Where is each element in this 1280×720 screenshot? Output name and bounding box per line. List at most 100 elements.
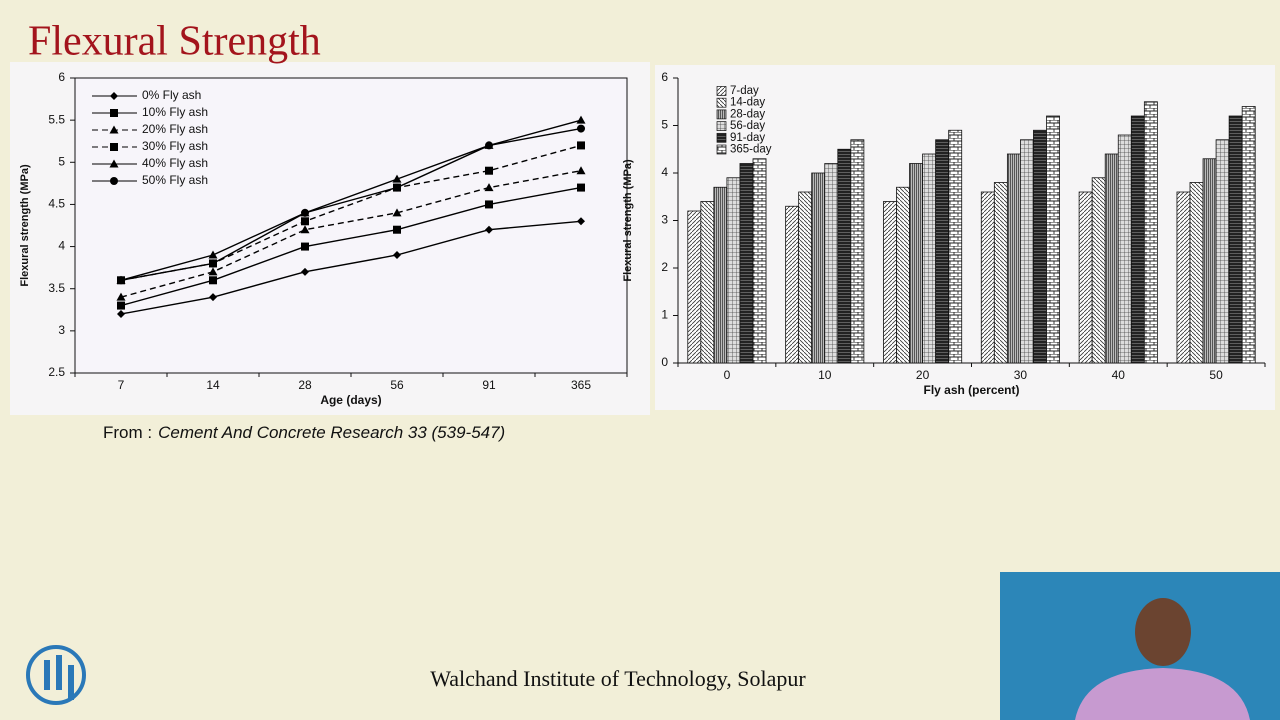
marker [392,208,402,217]
x-tick-label: 14 [206,378,220,392]
bar [850,139,865,364]
marker [393,225,401,234]
legend-label: 28-day [730,108,765,120]
series-line [120,127,582,281]
bar [1078,191,1093,364]
marker [301,267,309,276]
x-tick-label: 30 [1014,368,1028,382]
y-tick-label: 2 [661,260,668,274]
marker [577,124,585,133]
y-tick-label: 4.5 [48,197,65,211]
bar [980,191,995,364]
y-axis-title: Flexural strength (MPa) [19,164,31,287]
legend-label: 0% Fly ash [142,88,201,102]
legend-label: 20% Fly ash [142,122,208,136]
marker [110,177,118,185]
bar [713,186,728,364]
marker [576,115,586,124]
legend-label: 365-day [730,144,772,156]
marker [485,200,493,209]
bar [1104,153,1119,364]
x-tick-label: 40 [1112,368,1126,382]
marker [209,259,217,268]
marker [393,183,401,192]
legend-swatch [716,86,727,96]
bar [1091,177,1106,364]
marker [577,141,585,150]
marker [110,109,118,117]
bar [896,186,910,364]
legend-label: 91-day [730,132,765,144]
x-tick-label: 56 [390,378,404,392]
x-tick-label: 50 [1209,368,1223,382]
marker [485,166,493,175]
bar [798,191,813,364]
marker [109,125,119,134]
x-tick-label: 20 [916,368,930,382]
marker [301,217,309,226]
slide-title: Flexural Strength [28,19,321,65]
bar [1202,158,1217,364]
marker [485,225,493,234]
bar [700,201,715,364]
series-line [120,144,582,281]
x-tick-label: 365 [571,378,591,392]
bar [1228,115,1243,364]
y-tick-label: 0 [661,355,668,369]
bar [1006,153,1021,364]
y-tick-label: 3 [661,213,668,227]
marker [208,250,218,259]
marker [116,292,126,301]
marker [301,242,309,251]
bar [837,148,852,364]
source-citation: Cement And Concrete Research 33 (539-547… [158,423,505,442]
legend-swatch [716,109,727,120]
marker [485,141,493,150]
x-axis-title: Fly ash (percent) [923,383,1019,397]
x-tick-label: 0 [724,368,731,382]
legend-label: 40% Fly ash [142,156,208,170]
marker [109,159,119,168]
legend-label: 14-day [730,97,765,109]
marker [208,267,218,276]
marker [110,143,118,151]
y-tick-label: 3.5 [48,281,65,295]
bar [948,129,963,364]
marker [117,276,125,285]
series-line [120,119,582,281]
marker [301,208,309,217]
bar [1241,106,1256,364]
bar [752,158,767,364]
marker [209,293,217,302]
bar [1189,182,1204,364]
y-tick-label: 2.5 [48,365,65,379]
bar [1130,115,1145,364]
x-tick-label: 10 [818,368,832,382]
bar [993,182,1008,364]
x-tick-label: 7 [118,378,125,392]
legend-label: 7-day [730,85,759,97]
bar [1046,115,1060,364]
bar [935,139,950,364]
bar [739,163,754,364]
bar [811,172,826,364]
marker [392,174,402,183]
x-axis-title: Age (days) [320,393,381,407]
marker [577,183,585,192]
marker [117,301,125,310]
y-axis-title: Flexural strength (MPa) [622,159,634,282]
bar [785,205,800,364]
bar [1033,129,1047,364]
legend-swatch [716,97,727,108]
legend-label: 56-day [730,120,765,132]
y-tick-label: 3 [58,323,65,337]
series-line [120,170,582,298]
marker [576,166,586,175]
x-tick-label: 91 [482,378,496,392]
marker [484,183,494,192]
bar [883,201,897,364]
y-tick-label: 1 [661,308,668,322]
marker [577,217,585,226]
